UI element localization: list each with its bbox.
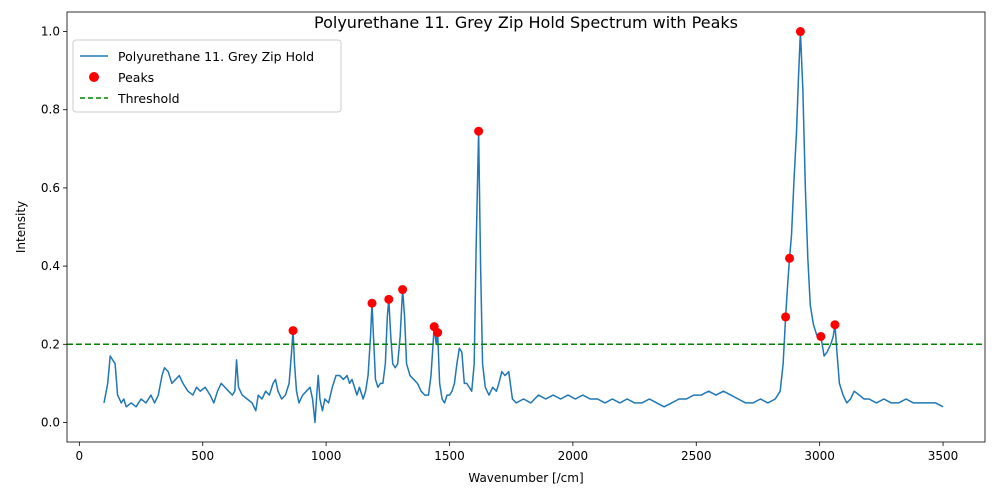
peak-point (781, 312, 791, 322)
peak-point (433, 328, 443, 338)
x-tick-label: 2500 (681, 449, 712, 463)
legend-box (72, 39, 342, 113)
plot-area (67, 27, 985, 424)
y-tick-label: 0.4 (41, 259, 60, 273)
x-tick-label: 3000 (804, 449, 835, 463)
peak-point (384, 294, 394, 304)
legend-label-threshold: Threshold (117, 91, 180, 106)
chart-title: Polyurethane 11. Grey Zip Hold Spectrum … (314, 13, 738, 32)
legend-peaks-swatch (89, 72, 99, 82)
y-axis-ticks: 0.0 0.2 0.4 0.6 0.8 1.0 (41, 25, 67, 429)
y-tick-label: 0.0 (41, 415, 60, 429)
axes-frame (66, 11, 986, 443)
x-tick-label: 1500 (434, 449, 465, 463)
peak-point (288, 326, 298, 336)
x-tick-label: 1000 (311, 449, 342, 463)
y-axis-label: Intensity (14, 201, 28, 253)
peak-point (398, 285, 408, 295)
x-tick-label: 500 (191, 449, 214, 463)
x-tick-label: 3500 (928, 449, 959, 463)
peak-point (474, 126, 484, 136)
y-tick-label: 0.2 (41, 337, 60, 351)
x-axis-label: Wavenumber [/cm] (468, 471, 583, 485)
x-tick-label: 0 (76, 449, 84, 463)
y-tick-label: 0.8 (41, 103, 60, 117)
x-tick-label: 2000 (558, 449, 589, 463)
legend-label-peaks: Peaks (118, 70, 154, 85)
y-tick-label: 0.6 (41, 181, 60, 195)
peak-point (795, 27, 805, 37)
legend-label-spectrum: Polyurethane 11. Grey Zip Hold (118, 49, 314, 64)
peak-point (816, 331, 826, 341)
peak-point (367, 298, 377, 308)
peak-point (785, 253, 795, 263)
legend: Polyurethane 11. Grey Zip Hold Peaks Thr… (72, 39, 342, 113)
x-axis-ticks: 0 500 1000 1500 2000 2500 3000 3500 (76, 442, 959, 463)
peak-point (830, 320, 840, 330)
y-tick-label: 1.0 (41, 25, 60, 39)
